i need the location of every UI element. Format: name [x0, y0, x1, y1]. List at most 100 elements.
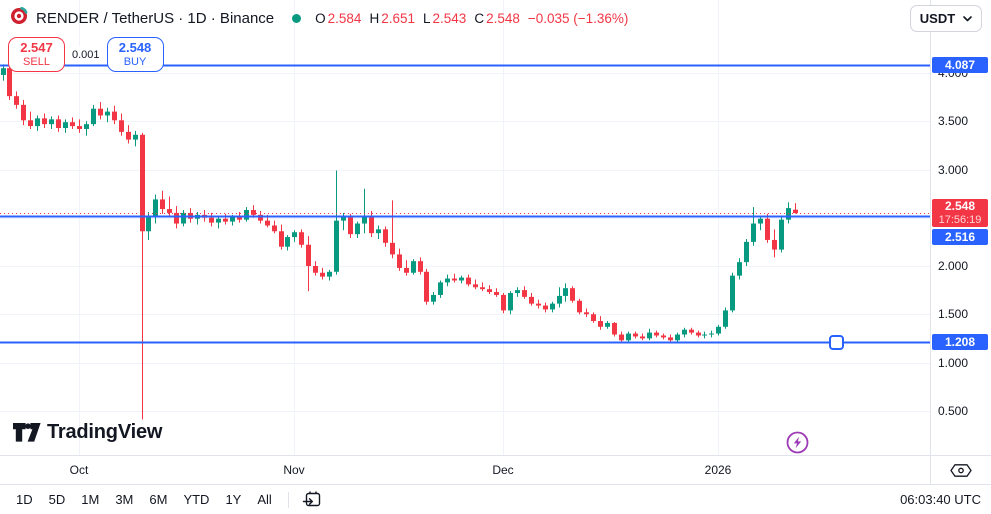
candle: [487, 285, 492, 294]
sell-button[interactable]: 2.547 SELL: [8, 37, 65, 72]
range-button-all[interactable]: All: [249, 488, 279, 511]
candle: [153, 194, 158, 224]
candle: [716, 324, 721, 336]
candle: [383, 226, 388, 247]
candle: [28, 111, 33, 129]
candle: [557, 287, 562, 308]
candle: [70, 117, 75, 129]
symbol-title[interactable]: RENDER / TetherUS · 1D · Binance: [36, 10, 275, 27]
candle: [63, 119, 68, 133]
candle: [327, 269, 332, 281]
range-button-1m[interactable]: 1M: [73, 488, 107, 511]
tradingview-logo-text: TradingView: [47, 421, 163, 443]
go-to-date-button[interactable]: [297, 487, 328, 512]
candle: [445, 274, 450, 287]
candle: [195, 211, 200, 225]
candle: [570, 286, 575, 303]
candle: [42, 113, 47, 129]
candle: [640, 333, 645, 341]
line-drag-handle[interactable]: [829, 335, 844, 350]
candle: [1, 64, 6, 81]
candle: [689, 327, 694, 335]
tradingview-logo[interactable]: TradingView: [13, 421, 162, 444]
range-button-1y[interactable]: 1Y: [217, 488, 249, 511]
time-label: Nov: [283, 463, 305, 477]
bottom-toolbar: 1D 5D 1M 3M 6M YTD 1Y All 06:03:40 UTC: [0, 484, 991, 514]
currency-dropdown[interactable]: USDT: [910, 5, 982, 32]
ohlc-key: O: [315, 11, 326, 26]
candle: [633, 331, 638, 339]
ohlc-key: L: [423, 11, 431, 26]
candle: [480, 282, 485, 292]
candle: [654, 330, 659, 338]
range-button-3m[interactable]: 3M: [107, 488, 141, 511]
time-axis[interactable]: Oct Nov Dec 2026: [0, 455, 930, 484]
candle: [272, 220, 277, 234]
candle: [167, 196, 172, 217]
time-axis-settings-cell: [930, 455, 991, 484]
candle: [772, 229, 777, 258]
candle: [355, 221, 360, 239]
candle: [508, 291, 513, 315]
ohlc-values: O 2.584 H 2.651 L 2.543 C 2.548 −0.035 (−1.36%): [315, 11, 628, 26]
currency-label: USDT: [919, 11, 956, 26]
candle: [126, 125, 131, 144]
range-button-5d[interactable]: 5D: [41, 488, 74, 511]
lightning-icon[interactable]: [786, 431, 809, 454]
chevron-down-icon: [963, 15, 972, 21]
candle: [84, 121, 89, 136]
candle: [35, 115, 40, 131]
candle: [668, 334, 673, 343]
candle: [737, 258, 742, 280]
sell-label: SELL: [23, 55, 50, 68]
buy-button[interactable]: 2.548 BUY: [106, 37, 164, 72]
candle: [160, 190, 165, 214]
candle: [397, 248, 402, 271]
candle: [404, 260, 409, 276]
candle: [21, 100, 26, 126]
timezone-settings-icon[interactable]: [950, 463, 972, 478]
ohlc-value: 2.651: [381, 11, 415, 26]
candle: [119, 113, 124, 136]
buy-label: BUY: [123, 55, 147, 68]
candle: [7, 64, 12, 101]
candlestick-series: [1, 64, 798, 420]
spread-value: 0.001: [65, 45, 107, 64]
candle: [279, 224, 284, 250]
sell-price: 2.547: [20, 40, 53, 56]
ohlc-value: 2.584: [327, 11, 362, 26]
candle: [723, 307, 728, 329]
candle: [536, 299, 541, 309]
range-button-1d[interactable]: 1D: [8, 488, 41, 511]
utc-clock[interactable]: 06:03:40 UTC: [900, 492, 981, 507]
ohlc-key: C: [474, 11, 485, 26]
price-badge-4.087: 4.087: [932, 56, 988, 73]
candle: [56, 115, 61, 132]
candle: [466, 274, 471, 287]
candle: [515, 287, 520, 297]
candle: [779, 216, 784, 253]
candle: [369, 210, 374, 238]
candle: [696, 330, 701, 338]
range-button-ytd[interactable]: YTD: [175, 488, 217, 511]
toolbar-divider: [287, 491, 289, 508]
candle: [751, 207, 756, 246]
price-badge-1.208: 1.208: [932, 334, 988, 351]
price-change: −0.035 (−1.36%): [527, 11, 629, 26]
date-range-buttons: 1D 5D 1M 3M 6M YTD 1Y All: [8, 488, 280, 511]
candle: [181, 210, 186, 227]
candle: [550, 301, 555, 313]
candle: [452, 273, 457, 283]
price-badge-2.516: 2.516: [932, 228, 988, 245]
candle: [411, 259, 416, 275]
candle: [320, 267, 325, 280]
candle: [140, 132, 145, 420]
buy-price: 2.548: [118, 40, 152, 56]
candle: [77, 119, 82, 133]
candle: [306, 236, 311, 292]
ohlc-key: H: [369, 11, 380, 26]
candle: [675, 332, 680, 343]
price-axis[interactable]: 4.000 3.500 3.000 2.000 1.500 1.000 0.500 4.087…: [930, 0, 991, 455]
range-button-6m[interactable]: 6M: [141, 488, 175, 511]
price-tick: 1.000: [938, 355, 969, 370]
